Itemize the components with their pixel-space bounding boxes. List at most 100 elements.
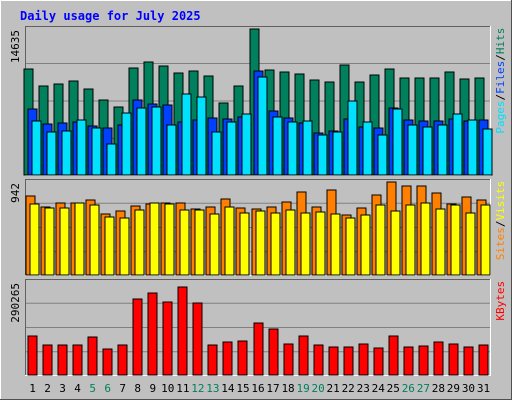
x-tick-label: 26 xyxy=(402,382,415,395)
bar-pages-10 xyxy=(166,124,177,176)
series-pages xyxy=(31,76,493,176)
bar-kbytes-14 xyxy=(222,341,233,376)
bar-kbytes-23 xyxy=(358,343,369,376)
bar-kbytes-17 xyxy=(268,328,279,376)
bar-kbytes-19 xyxy=(298,335,309,376)
bar-kbytes-21 xyxy=(328,346,339,376)
bar-visits-31 xyxy=(480,204,491,276)
bar-kbytes-20 xyxy=(313,344,324,376)
bar-visits-21 xyxy=(330,213,341,276)
bar-pages-1 xyxy=(31,120,42,176)
bar-kbytes-8 xyxy=(132,298,143,376)
bar-kbytes-27 xyxy=(418,345,429,376)
bar-kbytes-5 xyxy=(87,336,98,376)
x-tick-label: 2 xyxy=(44,382,51,395)
bar-pages-14 xyxy=(226,121,237,176)
x-tick-label: 12 xyxy=(191,382,204,395)
bar-pages-24 xyxy=(377,134,388,176)
series-visits xyxy=(29,202,491,276)
panel-top-axis-label: Pages/Files/Hits xyxy=(494,28,507,134)
x-tick-label: 18 xyxy=(281,382,294,395)
axis-label-part: / xyxy=(494,54,507,61)
bar-kbytes-26 xyxy=(403,346,414,376)
bar-kbytes-25 xyxy=(388,335,399,376)
axis-label-part: / xyxy=(494,220,507,227)
bar-visits-4 xyxy=(74,202,85,276)
x-tick-label: 7 xyxy=(119,382,126,395)
bar-visits-2 xyxy=(44,207,55,276)
x-tick-label: 24 xyxy=(372,382,386,395)
bar-kbytes-28 xyxy=(433,341,444,376)
bar-kbytes-12 xyxy=(192,302,203,376)
panel-bottom: 290265 KBytes xyxy=(9,279,507,376)
x-tick-label: 10 xyxy=(161,382,174,395)
x-tick-label: 14 xyxy=(221,382,235,395)
panel-middle-max-label: 942 xyxy=(9,183,22,203)
bar-visits-27 xyxy=(420,202,431,276)
x-tick-label: 1 xyxy=(29,382,36,395)
bar-pages-30 xyxy=(467,119,478,176)
bar-visits-24 xyxy=(375,204,386,276)
bar-visits-10 xyxy=(164,203,175,276)
bar-kbytes-7 xyxy=(117,344,128,376)
x-tick-label: 6 xyxy=(104,382,111,395)
bar-visits-30 xyxy=(465,212,476,276)
bar-kbytes-22 xyxy=(343,346,354,376)
bar-visits-12 xyxy=(194,209,205,276)
bar-pages-19 xyxy=(302,120,313,176)
panel-middle-axis-label: Sites/Visits xyxy=(494,181,507,261)
bar-kbytes-2 xyxy=(42,344,53,376)
x-tick-label: 3 xyxy=(59,382,66,395)
bar-visits-18 xyxy=(285,209,296,276)
chart-panels: 14635 Pages/Files/Hits 942 Sites/Visits 2902… xyxy=(9,26,507,376)
bar-visits-8 xyxy=(134,209,145,276)
bar-kbytes-29 xyxy=(448,343,459,376)
x-tick-label: 15 xyxy=(236,382,249,395)
bar-visits-13 xyxy=(209,213,220,276)
x-tick-label: 13 xyxy=(206,382,219,395)
bar-pages-9 xyxy=(151,106,162,176)
bar-pages-8 xyxy=(136,107,147,176)
x-tick-label: 21 xyxy=(327,382,340,395)
x-tick-label: 8 xyxy=(134,382,141,395)
x-tick-label: 23 xyxy=(357,382,370,395)
axis-label-part: Hits xyxy=(494,28,507,55)
bar-pages-6 xyxy=(106,143,117,176)
bar-pages-4 xyxy=(76,119,87,176)
bar-pages-29 xyxy=(452,113,463,176)
chart-title: Daily usage for July 2025 xyxy=(20,9,201,23)
axis-label-part: Sites xyxy=(494,227,507,260)
x-tick-label: 20 xyxy=(312,382,325,395)
axis-label-part: Pages xyxy=(494,100,507,133)
bar-kbytes-13 xyxy=(207,344,218,376)
bar-pages-11 xyxy=(181,93,192,176)
bar-pages-20 xyxy=(317,134,328,176)
bar-pages-27 xyxy=(422,126,433,176)
bar-visits-22 xyxy=(345,217,356,276)
bar-visits-1 xyxy=(29,203,40,276)
x-tick-label: 5 xyxy=(89,382,96,395)
bar-visits-14 xyxy=(224,206,235,276)
panel-top-max-label: 14635 xyxy=(9,30,22,63)
panel-bottom-max-label: 290265 xyxy=(9,283,22,323)
bar-kbytes-30 xyxy=(463,346,474,376)
axis-label-part: / xyxy=(494,94,507,101)
bar-visits-25 xyxy=(390,210,401,276)
bar-pages-28 xyxy=(437,124,448,176)
x-tick-label: 4 xyxy=(74,382,81,395)
series-kbytes xyxy=(27,286,489,376)
bar-visits-17 xyxy=(270,212,281,276)
x-tick-label: 16 xyxy=(251,382,264,395)
x-tick-label: 11 xyxy=(176,382,189,395)
bar-pages-3 xyxy=(61,130,72,176)
bar-pages-15 xyxy=(241,113,252,176)
bar-kbytes-11 xyxy=(177,286,188,376)
bar-visits-7 xyxy=(119,217,130,276)
bar-kbytes-6 xyxy=(102,348,113,376)
bar-pages-31 xyxy=(482,128,493,176)
bar-kbytes-31 xyxy=(478,344,489,376)
bar-pages-21 xyxy=(332,131,343,176)
bar-pages-5 xyxy=(91,127,102,176)
